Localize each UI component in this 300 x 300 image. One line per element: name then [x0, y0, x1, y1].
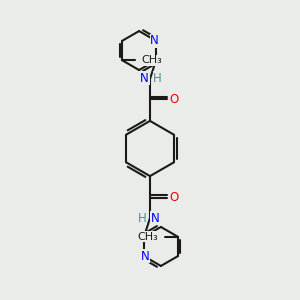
Text: N: N — [140, 72, 149, 85]
Text: O: O — [169, 93, 178, 106]
Text: N: N — [151, 212, 160, 225]
Text: N: N — [150, 34, 159, 47]
Text: CH₃: CH₃ — [138, 232, 159, 242]
Text: N: N — [141, 250, 150, 263]
Text: H: H — [153, 72, 162, 85]
Text: O: O — [169, 191, 178, 204]
Text: CH₃: CH₃ — [141, 55, 162, 65]
Text: H: H — [138, 212, 147, 225]
